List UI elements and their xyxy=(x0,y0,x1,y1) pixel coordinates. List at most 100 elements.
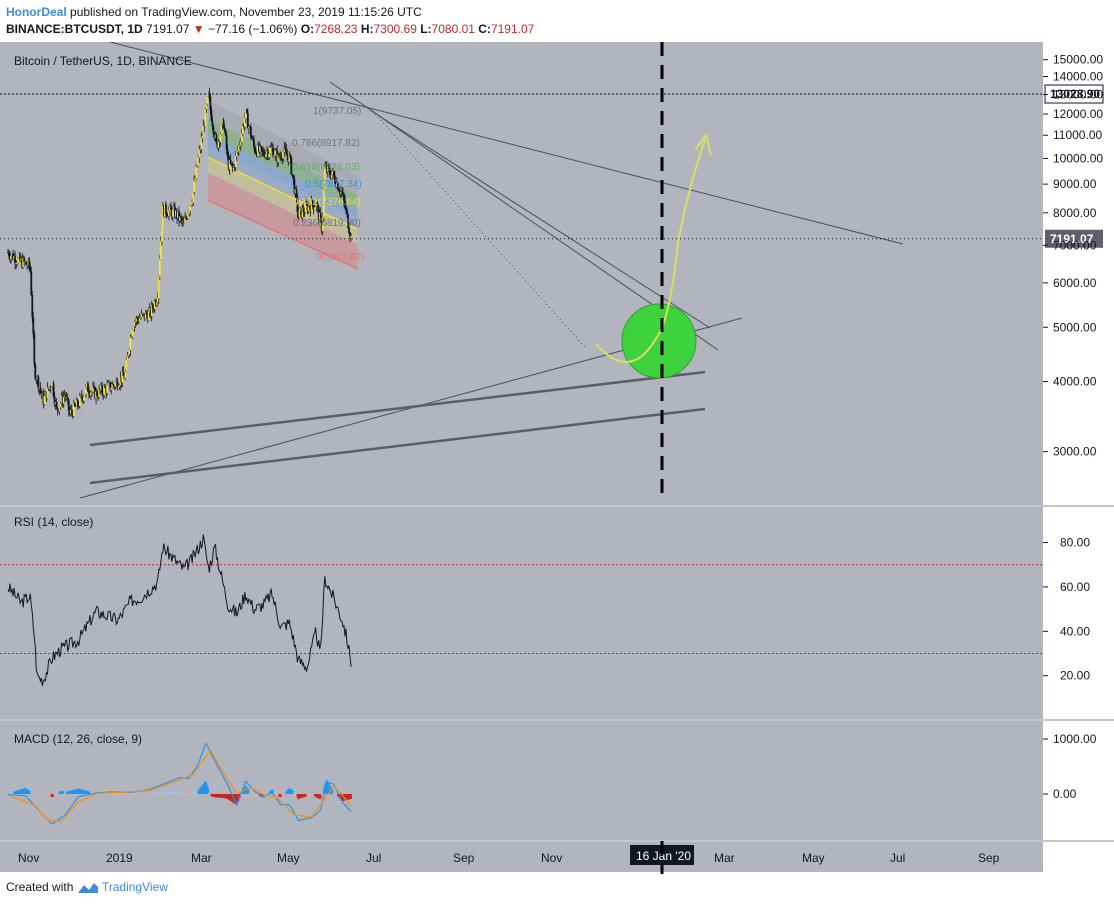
candle-body xyxy=(102,392,105,395)
candle-body xyxy=(235,152,238,157)
macd-histogram-bar xyxy=(128,794,131,795)
macd-histogram-bar xyxy=(24,788,27,794)
candle-body xyxy=(339,191,341,194)
macd-histogram-bar xyxy=(44,793,47,795)
candle-body xyxy=(192,192,195,203)
macd-histogram-bar xyxy=(234,794,237,805)
candle-body xyxy=(204,108,207,127)
macd-histogram-bar xyxy=(191,792,194,794)
candle-body xyxy=(76,400,79,406)
candle-body xyxy=(62,396,65,404)
close-value: 7191.07 xyxy=(490,22,535,36)
macd-histogram-bar xyxy=(11,792,13,794)
candle-body xyxy=(90,392,92,396)
fib-level-label: 0.236(6819.00) xyxy=(293,218,361,229)
candle-body xyxy=(267,151,269,158)
macd-histogram-bar xyxy=(149,792,152,794)
tradingview-link[interactable]: TradingView xyxy=(101,880,168,894)
macd-histogram-bar xyxy=(308,794,311,796)
author-link[interactable]: HonorDeal xyxy=(6,5,67,19)
macd-histogram-bar xyxy=(179,792,181,794)
macd-histogram-bar xyxy=(206,785,209,794)
rsi-pane[interactable] xyxy=(0,507,1043,719)
candle-body xyxy=(271,147,274,149)
candle-body xyxy=(195,167,198,179)
macd-histogram-bar xyxy=(114,793,117,794)
macd-histogram-bar xyxy=(12,791,14,794)
time-tick-label: Mar xyxy=(191,851,212,865)
candle-body xyxy=(97,396,99,398)
macd-histogram-bar xyxy=(112,793,115,794)
macd-histogram-bar xyxy=(212,794,215,797)
macd-histogram-bar xyxy=(13,791,15,794)
candle-body xyxy=(88,391,90,394)
candle-body xyxy=(321,217,324,232)
macd-histogram-bar xyxy=(250,793,253,795)
candle-body xyxy=(324,165,327,168)
macd-histogram-bar xyxy=(222,794,225,799)
macd-axis[interactable] xyxy=(1043,721,1114,840)
time-axis[interactable] xyxy=(0,842,1043,872)
candle-body xyxy=(250,136,253,139)
candle-body xyxy=(17,257,20,264)
macd-histogram-bar xyxy=(345,794,347,801)
candle-body xyxy=(148,307,151,312)
candle-body xyxy=(168,210,170,217)
candle-body xyxy=(203,125,206,127)
macd-histogram-bar xyxy=(332,792,335,794)
candle-body xyxy=(260,146,262,148)
macd-histogram-bar xyxy=(288,788,291,794)
macd-histogram-bar xyxy=(31,792,34,794)
candle-body xyxy=(171,209,173,217)
macd-histogram-bar xyxy=(91,792,93,794)
candle-body xyxy=(43,395,46,405)
macd-histogram-bar xyxy=(75,788,78,794)
macd-pane[interactable] xyxy=(0,721,1043,840)
price-axis[interactable] xyxy=(1043,42,1114,505)
candle-body xyxy=(310,200,313,212)
macd-histogram-bar xyxy=(42,793,45,795)
candle-body xyxy=(188,211,191,214)
trendline xyxy=(369,109,711,329)
macd-histogram-bar xyxy=(87,791,89,794)
macd-histogram-bar xyxy=(79,789,82,794)
candle-body xyxy=(228,159,231,169)
candle-body xyxy=(80,395,83,399)
price-pane[interactable] xyxy=(0,42,1043,505)
time-tick-label: Sep xyxy=(453,851,475,865)
rsi-axis[interactable] xyxy=(1043,507,1114,719)
candle-body xyxy=(94,387,96,399)
candle-body xyxy=(315,204,318,207)
macd-histogram-bar xyxy=(54,794,57,795)
chart-area[interactable]: 1(9737.05) 0.786(8917.82) 0.618(8278.03) 0.… xyxy=(0,42,1114,874)
candles xyxy=(7,87,352,419)
candle-body xyxy=(155,302,158,305)
macd-histogram-bar xyxy=(347,794,349,800)
candle-body xyxy=(150,305,153,317)
macd-histogram-bar xyxy=(159,792,162,794)
macd-histogram-bar xyxy=(65,791,68,794)
macd-histogram-bar xyxy=(126,794,129,795)
candle-body xyxy=(135,317,138,322)
candle-body xyxy=(25,261,28,265)
candle-body xyxy=(344,200,346,208)
macd-histogram-bar xyxy=(138,793,141,795)
candle-body xyxy=(258,145,260,152)
candle-body xyxy=(253,139,255,147)
candle-body xyxy=(289,154,292,158)
macd-histogram-bar xyxy=(283,793,286,795)
candle-body xyxy=(81,398,84,401)
candle-body xyxy=(236,150,239,153)
candle-body xyxy=(340,191,342,194)
macd-histogram-bar xyxy=(133,794,136,795)
fib-zone xyxy=(207,156,358,245)
macd-histogram-bar xyxy=(9,792,11,794)
macd-histogram-bar xyxy=(154,792,157,794)
candle-body xyxy=(163,204,166,216)
macd-histogram-bar xyxy=(305,794,308,797)
macd-histogram-bar xyxy=(153,792,156,794)
price-tick-label: 13000.00 xyxy=(1053,88,1103,102)
time-axis-ticks: Nov 2019 Mar May Jul Sep Nov Mar May Jul Sep 16 Jan… xyxy=(18,845,1000,865)
macd-histogram-bar xyxy=(141,793,144,795)
candle-body xyxy=(231,163,234,167)
